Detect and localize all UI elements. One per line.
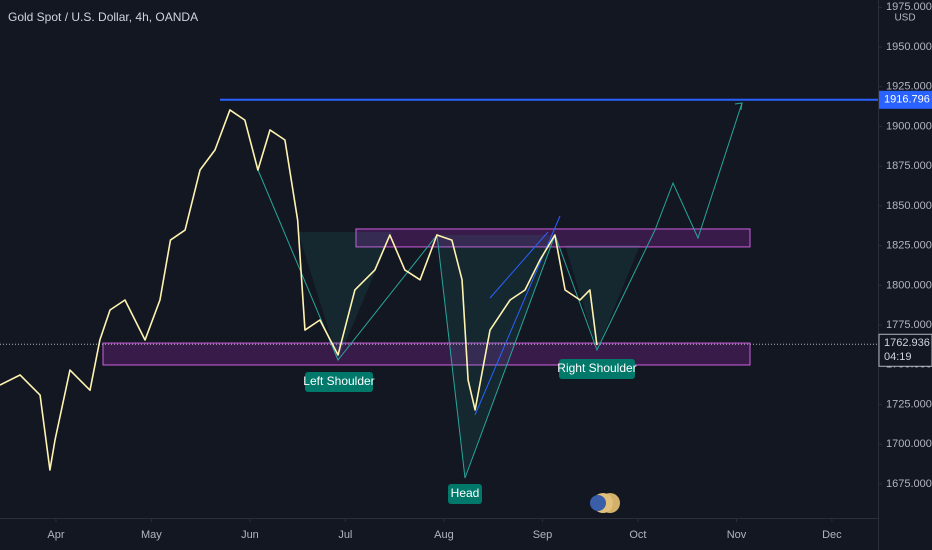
price-label: 1762.936: [884, 337, 930, 349]
x-tick-label: Nov: [727, 529, 747, 541]
arrow-head: [734, 102, 743, 111]
price-line: [0, 109, 598, 471]
y-tick-label: 1900.000: [886, 120, 932, 132]
x-tick-label: Sep: [533, 529, 553, 541]
shoulder-fill: [565, 245, 640, 350]
countdown: 04:19: [884, 351, 912, 363]
y-tick-label: 1775.000: [886, 319, 932, 331]
annotation: Right Shoulder: [557, 361, 636, 375]
shoulder-fill: [298, 232, 392, 360]
y-tick-label: 1725.000: [886, 398, 932, 410]
pattern-line: [257, 102, 743, 479]
x-tick-label: Apr: [47, 529, 64, 541]
annotation-box: [448, 484, 482, 504]
y-tick-label: 1700.000: [886, 438, 932, 450]
resistance-label: 1916.796: [884, 94, 930, 106]
y-tick-label: 1850.000: [886, 200, 932, 212]
x-tick-label: Aug: [434, 529, 454, 541]
x-tick-label: Jun: [241, 529, 259, 541]
currency-label: USD: [894, 13, 915, 24]
x-tick-label: Oct: [629, 529, 646, 541]
zone: [102, 342, 751, 366]
coin: [590, 495, 606, 511]
x-tick-label: Dec: [822, 529, 842, 541]
resistance-tag: [879, 90, 932, 109]
y-tick-label: 1925.000: [886, 81, 932, 93]
coin-icon: [590, 493, 620, 513]
annotation: Left Shoulder: [303, 374, 374, 388]
y-tick-label: 1950.000: [886, 41, 932, 53]
y-tick-label: 1800.000: [886, 279, 932, 291]
y-tick-label: 1975.000: [886, 1, 932, 13]
annotation: Head: [451, 486, 480, 500]
wedge-line: [489, 231, 549, 299]
pattern-drawings: [257, 102, 743, 479]
y-tick-label: 1675.000: [886, 478, 932, 490]
price-tag: [878, 333, 932, 367]
y-tick-label: 1875.000: [886, 160, 932, 172]
y-tick-label: 1825.000: [886, 240, 932, 252]
x-tick-label: Jul: [338, 529, 352, 541]
x-tick-label: May: [141, 529, 162, 541]
annotation-box: [305, 372, 373, 392]
annotation-box: [559, 359, 635, 379]
chart-title: Gold Spot / U.S. Dollar, 4h, OANDA: [8, 10, 198, 24]
